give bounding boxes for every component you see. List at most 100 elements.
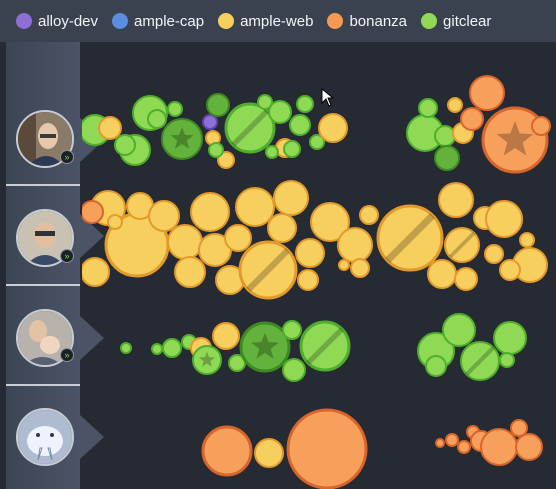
ample-web-bubble[interactable] [318,113,348,143]
gitclear-bubble[interactable] [282,358,306,382]
gitclear-bubble[interactable] [167,101,183,117]
legend-label: gitclear [443,12,492,30]
gitclear-bubble[interactable] [224,102,276,154]
row-divider [6,284,80,286]
bonanza-bubble[interactable] [201,425,253,477]
gitclear-bubble[interactable] [460,341,500,381]
ample-web-bubble[interactable] [310,202,350,242]
gitclear-bubble[interactable] [425,355,447,377]
gitclear-bubble[interactable] [289,114,311,136]
ample-web-bubble[interactable] [190,192,230,232]
ample-web-bubble[interactable] [350,258,370,278]
ample-web-bubble[interactable] [217,151,235,169]
dark-green-bubble[interactable] [239,321,291,373]
gitclear-bubble[interactable] [442,313,476,347]
star-icon [496,120,534,156]
gitclear-bubble[interactable] [114,134,136,156]
gitclear-bubble[interactable] [296,95,314,113]
ample-web-bubble[interactable] [273,180,309,216]
gitclear-bubble[interactable] [434,125,456,147]
ample-web-bubble[interactable] [167,224,203,260]
ample-web-bubble[interactable] [519,232,535,248]
dark-green-bubble[interactable] [161,118,203,160]
ample-web-bubble[interactable] [376,204,444,272]
ample-web-bubble[interactable] [235,187,275,227]
gitclear-bubble[interactable] [299,320,351,372]
bonanza-bubble[interactable] [481,106,549,174]
bonanza-bubble[interactable] [510,419,528,437]
gitclear-bubble[interactable] [282,320,302,340]
legend-item-bonanza[interactable]: bonanza [327,13,407,30]
bonanza-bubble[interactable] [435,438,445,448]
bonanza-bubble[interactable] [445,433,459,447]
user-avatar[interactable] [16,408,74,466]
gitclear-bubble[interactable] [208,142,224,158]
user-avatar[interactable] [16,209,74,267]
gitclear-bubble[interactable] [265,145,279,159]
ample-web-bubble[interactable] [224,224,252,252]
gitclear-bubble[interactable] [120,342,132,354]
bonanza-bubble[interactable] [457,440,471,454]
gitclear-bubble[interactable] [268,100,292,124]
ample-web-bubble[interactable] [444,227,480,263]
gitclear-bubble[interactable] [493,321,527,355]
gitclear-bubble[interactable] [162,338,182,358]
ample-web-bubble[interactable] [338,259,350,271]
gitclear-bubble[interactable] [499,352,515,368]
bonanza-bubble[interactable] [286,408,368,489]
bonanza-bubble[interactable] [531,116,551,136]
ample-web-bubble[interactable] [485,200,523,238]
ample-web-bubble[interactable] [107,214,123,230]
ample-web-bubble[interactable] [98,116,122,140]
legend-dot [16,13,32,29]
stripe-mark [306,327,344,365]
ample-web-bubble[interactable] [484,244,504,264]
gitclear-bubble[interactable] [147,109,167,129]
bonanza-bubble[interactable] [460,107,484,131]
dark-green-bubble[interactable] [434,145,460,171]
ample-web-bubble[interactable] [238,240,298,300]
ample-web-bubble[interactable] [447,97,463,113]
ample-web-bubble[interactable] [297,269,319,291]
gitclear-bubble[interactable] [283,140,301,158]
bonanza-bubble[interactable] [469,75,505,111]
gitclear-bubble[interactable] [151,343,163,355]
ample-web-bubble[interactable] [174,256,206,288]
legend-label: ample-web [240,12,314,30]
bonanza-bubble[interactable] [515,433,543,461]
gitclear-bubble[interactable] [192,345,222,375]
legend: alloy-dev ample-cap ample-web bonanza gi… [0,0,556,42]
gitclear-bubble[interactable] [418,98,438,118]
ample-web-bubble[interactable] [337,227,373,263]
walrus-avatar-icon [18,410,72,464]
ample-web-bubble[interactable] [212,322,240,350]
row-pointer [80,415,104,459]
ample-web-bubble[interactable] [427,259,457,289]
legend-dot [218,13,235,29]
legend-item-ample-web[interactable]: ample-web [218,13,313,30]
ample-web-bubble[interactable] [148,200,180,232]
ample-web-bubble[interactable] [454,267,478,291]
legend-item-alloy-dev[interactable]: alloy-dev [16,13,98,30]
legend-item-gitclear[interactable]: gitclear [421,13,491,30]
alloy-dev-bubble[interactable] [202,114,218,130]
legend-dot [421,13,438,29]
gitclear-bubble[interactable] [309,134,325,150]
gitclear-bubble[interactable] [228,354,246,372]
ample-web-bubble[interactable] [295,238,325,268]
ample-web-bubble[interactable] [359,205,379,225]
dark-green-bubble[interactable] [206,93,230,117]
ample-web-bubble[interactable] [267,213,297,243]
legend-item-ample-cap[interactable]: ample-cap [112,13,204,30]
bonanza-bubble[interactable] [480,428,518,466]
ample-web-bubble[interactable] [254,438,284,468]
ample-web-bubble[interactable] [438,182,474,218]
row-pointer [80,316,104,360]
stripe-mark [246,248,290,292]
ample-web-bubble[interactable] [81,257,110,287]
gitclear-bubble[interactable] [257,94,273,110]
bonanza-bubble[interactable] [81,200,104,224]
user-avatar[interactable] [16,110,74,168]
legend-label: alloy-dev [38,12,99,30]
ample-web-bubble[interactable] [499,259,521,281]
